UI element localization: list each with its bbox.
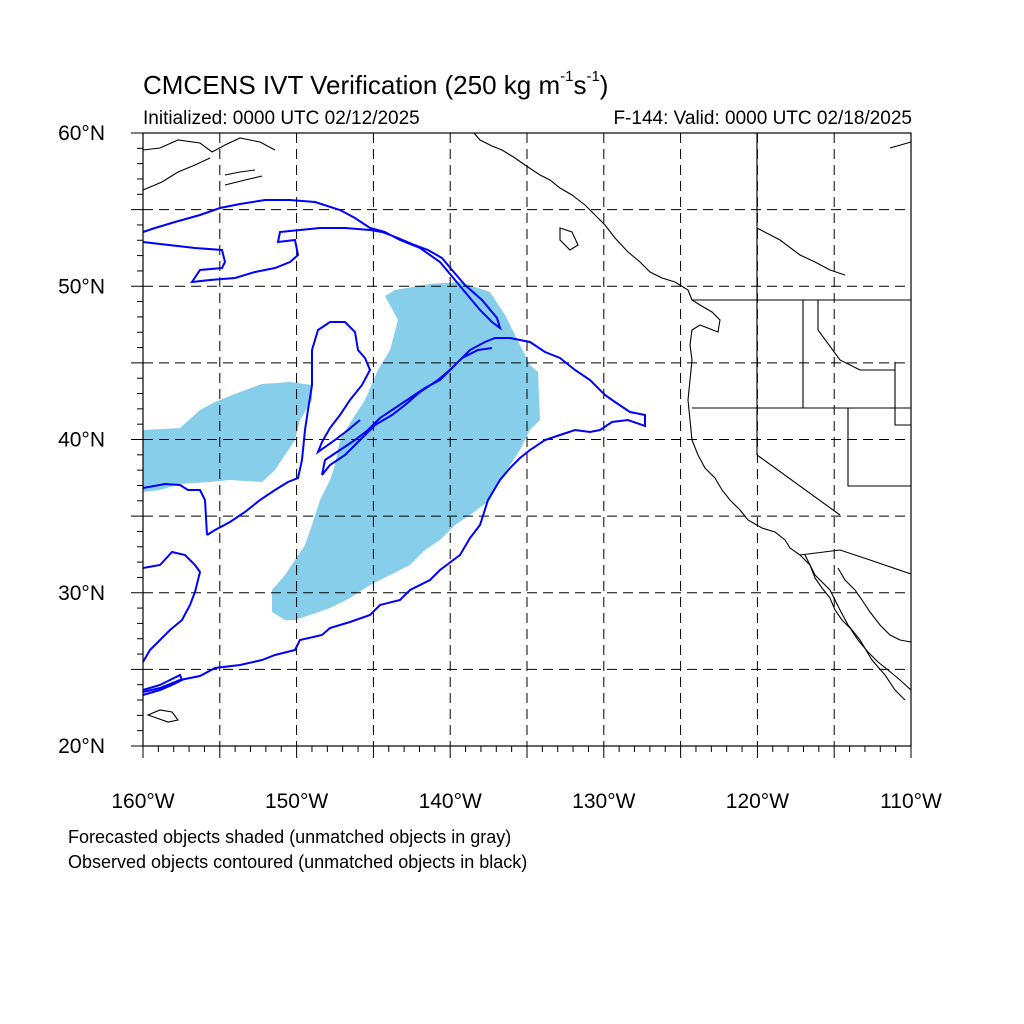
observed-object-southwest [142, 550, 202, 663]
lat-tick-label: 40°N [58, 429, 105, 452]
islands [146, 169, 579, 723]
observed-object-middle [206, 321, 372, 536]
initialized-label: Initialized: 0000 UTC 02/12/2025 [143, 108, 420, 129]
lat-tick-label: 60°N [58, 122, 105, 145]
us-interior-borders [692, 133, 912, 575]
observed-object-north [142, 199, 502, 331]
observed-object-south [142, 673, 184, 696]
lon-tick-label: 120°W [726, 790, 789, 813]
observed-object-main [142, 337, 646, 693]
baja-peninsula [804, 554, 912, 701]
graticule [143, 133, 911, 746]
coastline-and-borders [142, 132, 912, 723]
lon-tick-label: 130°W [572, 790, 635, 813]
lat-tick-label: 30°N [58, 582, 105, 605]
canada-coast [142, 137, 912, 276]
lon-tick-label: 110°W [880, 790, 942, 813]
map-title: CMCENS IVT Verification (250 kg m-1s-1) [143, 68, 609, 100]
lon-tick-label: 140°W [419, 790, 482, 813]
forecast-objects [143, 282, 540, 620]
axis-ticks [131, 132, 912, 758]
forecast-object-main [272, 282, 540, 620]
observed-object-west-stub [142, 482, 208, 536]
valid-time-label: F-144: Valid: 0000 UTC 02/18/2025 [613, 108, 912, 129]
forecast-object-west [143, 382, 312, 492]
forecast-note: Forecasted objects shaded (unmatched obj… [68, 827, 512, 847]
lat-tick-label: 20°N [58, 735, 105, 758]
west-coast-coastline [473, 132, 912, 691]
observed-note: Observed objects contoured (unmatched ob… [68, 852, 528, 872]
lon-tick-label: 160°W [111, 790, 174, 813]
lon-tick-label: 150°W [265, 790, 328, 813]
observed-objects [142, 199, 646, 696]
axis-labels: 160°W 150°W 140°W 130°W 120°W 110°W 60°N 50°N 40… [58, 122, 942, 813]
lat-tick-label: 50°N [58, 275, 105, 298]
